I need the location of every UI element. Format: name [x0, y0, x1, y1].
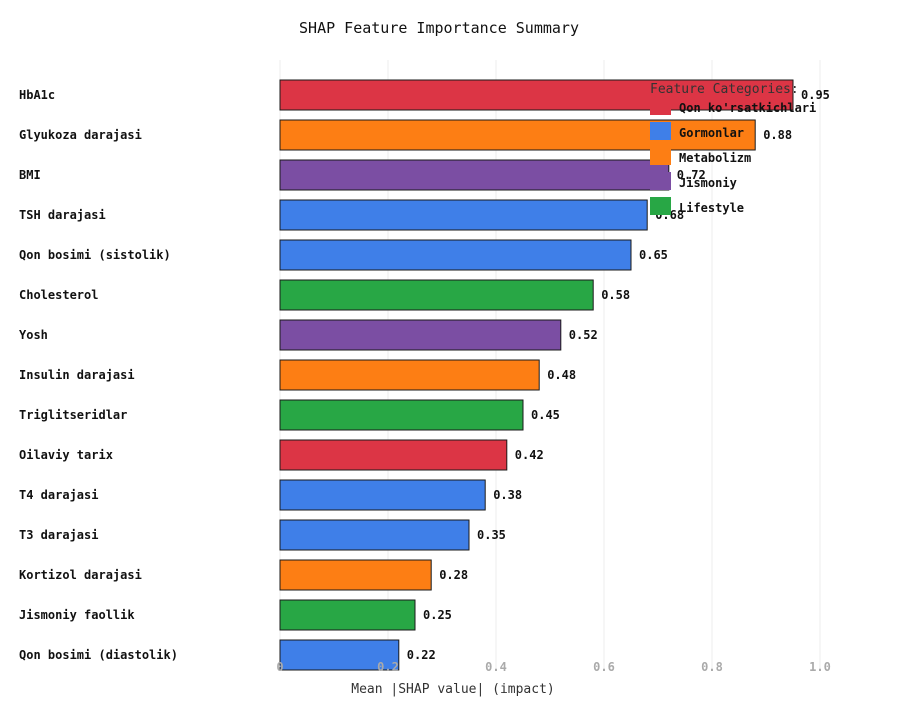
- bars-layer: HbA1c 0.95 Glyukoza darajasi 0.88 BMI 0.72 TSH…: [19, 79, 830, 671]
- bar-row: Qon bosimi (diastolik) 0.22: [19, 639, 436, 671]
- legend-swatch: [650, 122, 671, 140]
- y-tick-label: Yosh: [19, 328, 48, 342]
- bar-value-label: 0.58: [601, 288, 630, 302]
- bar: [279, 359, 540, 391]
- y-tick-label: T4 darajasi: [19, 488, 98, 502]
- bar-row: Glyukoza darajasi 0.88: [19, 119, 792, 151]
- bar-row: Oilaviy tarix 0.42: [19, 439, 544, 471]
- y-tick-label: Qon bosimi (sistolik): [19, 248, 171, 262]
- bar: [279, 519, 470, 551]
- y-tick-label: Oilaviy tarix: [19, 448, 113, 462]
- bar: [279, 559, 432, 591]
- legend-label: Lifestyle: [679, 201, 744, 215]
- legend-item: Jismoniy: [650, 172, 737, 190]
- x-tick-label: 0.6: [593, 660, 615, 674]
- bar-value-label: 0.65: [639, 248, 668, 262]
- bar: [279, 439, 508, 471]
- bar-row: Kortizol darajasi 0.28: [19, 559, 468, 591]
- legend: Feature Categories: Qon ko'rsatkichlari Go…: [650, 82, 816, 215]
- bar-value-label: 0.52: [569, 328, 598, 342]
- legend-item: Lifestyle: [650, 197, 744, 215]
- legend-swatch: [650, 147, 671, 165]
- y-tick-label: BMI: [19, 168, 41, 182]
- bar: [279, 79, 794, 111]
- legend-title: Feature Categories:: [650, 82, 799, 97]
- bar: [279, 119, 756, 151]
- bar-value-label: 0.22: [407, 648, 436, 662]
- bar-value-label: 0.35: [477, 528, 506, 542]
- x-tick-label: 0.2: [377, 660, 399, 674]
- x-axis-label: Mean |SHAP value| (impact): [351, 682, 555, 697]
- y-tick-label: T3 darajasi: [19, 528, 98, 542]
- bar: [279, 239, 632, 271]
- bar-value-label: 0.45: [531, 408, 560, 422]
- bar-row: Qon bosimi (sistolik) 0.65: [19, 239, 668, 271]
- bar-row: T4 darajasi 0.38: [19, 479, 522, 511]
- bar-value-label: 0.48: [547, 368, 576, 382]
- legend-label: Jismoniy: [679, 176, 737, 190]
- legend-item: Gormonlar: [650, 122, 744, 140]
- bar-value-label: 0.88: [763, 128, 792, 142]
- bar: [279, 279, 594, 311]
- bar: [279, 599, 416, 631]
- y-tick-label: Cholesterol: [19, 288, 98, 302]
- legend-label: Metabolizm: [679, 151, 751, 165]
- bar-row: HbA1c 0.95: [19, 79, 830, 111]
- y-tick-label: TSH darajasi: [19, 208, 106, 222]
- y-tick-label: Jismoniy faollik: [19, 608, 135, 622]
- legend-label: Qon ko'rsatkichlari: [679, 101, 816, 115]
- x-tick-label: 0: [276, 660, 283, 674]
- x-axis: 0 0.2 0.4 0.6 0.8 1.0: [276, 660, 830, 674]
- bar-row: Triglitseridlar 0.45: [19, 399, 560, 431]
- bar-row: BMI 0.72: [19, 159, 706, 191]
- bar: [279, 479, 486, 511]
- legend-swatch: [650, 172, 671, 190]
- bar: [279, 319, 562, 351]
- bar-value-label: 0.28: [439, 568, 468, 582]
- bar: [279, 639, 400, 671]
- legend-item: Metabolizm: [650, 147, 751, 165]
- y-tick-label: HbA1c: [19, 88, 55, 102]
- legend-item: Qon ko'rsatkichlari: [650, 97, 816, 115]
- bar-value-label: 0.25: [423, 608, 452, 622]
- legend-swatch: [650, 197, 671, 215]
- x-tick-label: 0.4: [485, 660, 507, 674]
- bar: [279, 199, 648, 231]
- y-tick-label: Glyukoza darajasi: [19, 128, 142, 142]
- chart-title: SHAP Feature Importance Summary: [299, 19, 579, 37]
- bar-row: Yosh 0.52: [19, 319, 598, 351]
- bar-value-label: 0.38: [493, 488, 522, 502]
- bar-value-label: 0.42: [515, 448, 544, 462]
- legend-label: Gormonlar: [679, 126, 744, 140]
- bar-value-label: 0.95: [801, 88, 830, 102]
- bar-row: T3 darajasi 0.35: [19, 519, 506, 551]
- x-tick-label: 0.8: [701, 660, 723, 674]
- bar: [279, 399, 524, 431]
- bar-row: Jismoniy faollik 0.25: [19, 599, 452, 631]
- legend-swatch: [650, 97, 671, 115]
- y-tick-label: Kortizol darajasi: [19, 568, 142, 582]
- bar-value-label: 0.72: [677, 168, 706, 182]
- bar-row: Cholesterol 0.58: [19, 279, 630, 311]
- bar-row: Insulin darajasi 0.48: [19, 359, 576, 391]
- y-tick-label: Triglitseridlar: [19, 408, 127, 422]
- bar: [279, 159, 670, 191]
- y-tick-label: Qon bosimi (diastolik): [19, 648, 178, 662]
- x-tick-label: 1.0: [809, 660, 831, 674]
- y-tick-label: Insulin darajasi: [19, 368, 135, 382]
